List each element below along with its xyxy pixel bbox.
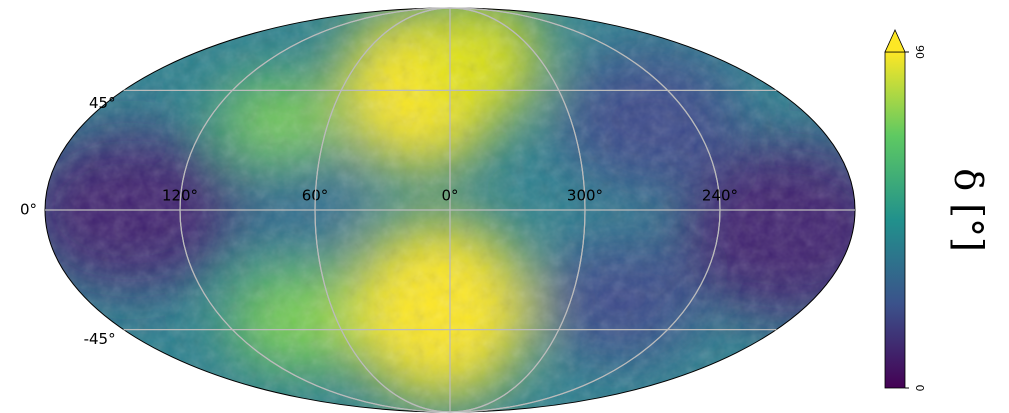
colorbar-extend (884, 29, 906, 53)
lon-tick-label: 240° (702, 187, 738, 205)
lat-tick-label: -45° (84, 330, 116, 348)
sky-map (45, 8, 855, 412)
colorbar-label: δ [°] (947, 168, 991, 252)
lon-tick-label: 0° (441, 187, 458, 205)
lon-tick-label: 300° (567, 187, 603, 205)
lon-tick-label: 120° (162, 187, 198, 205)
lat-tick-label: 45° (89, 94, 116, 112)
colorbar-tick-label: 90 (913, 45, 926, 59)
colorbar-tick-label: 0 (913, 385, 926, 392)
colorbar (884, 51, 906, 389)
lat-tick-label: 0° (20, 201, 37, 219)
grid-line (179, 7, 721, 413)
